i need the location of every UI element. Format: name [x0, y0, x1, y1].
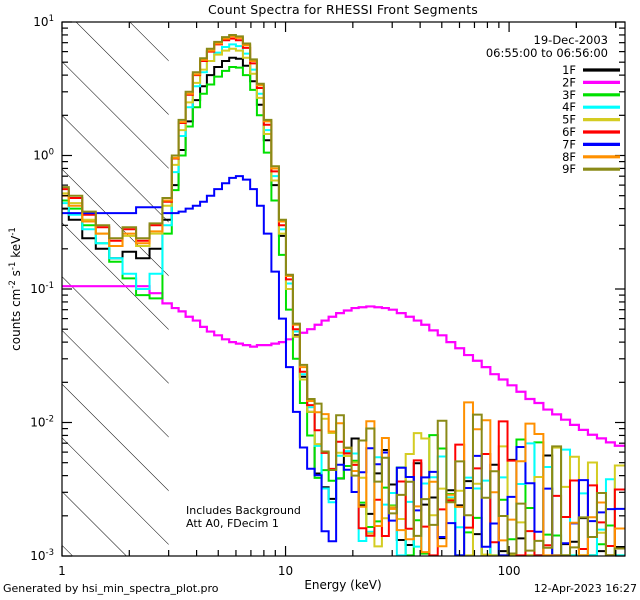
y-axis-label-base: counts cm	[9, 289, 23, 351]
y-axis-label-mid1: s	[9, 270, 23, 280]
y-tick-label: 10-1	[30, 281, 54, 296]
axis-ticks	[61, 21, 625, 557]
annotation-includes-background: Includes Background	[186, 504, 301, 517]
y-axis-label: counts cm-2 s-1 keV-1	[8, 227, 23, 351]
legend-label-2f: 2F	[562, 75, 576, 89]
y-tick-label: 101	[33, 14, 54, 29]
spectra-curves	[62, 33, 625, 556]
x-tick-label: 100	[498, 564, 521, 578]
x-tick-label: 1	[58, 564, 66, 578]
axis-tick-labels: 1 10 100 101 100 10-1 10-2 10-3	[30, 14, 520, 578]
legend-label-4f: 4F	[562, 100, 576, 114]
x-tick-label: 10	[278, 564, 293, 578]
legend-label-9f: 9F	[562, 162, 576, 176]
y-axis-label-exp2: -1	[8, 262, 18, 270]
y-axis-label-exp1: -2	[8, 280, 18, 288]
hatched-low-energy-region	[62, 22, 169, 556]
legend-label-1f: 1F	[562, 63, 576, 77]
legend-label-5f: 5F	[562, 113, 576, 127]
y-axis-label-mid2: keV	[9, 235, 23, 262]
footer-generated-by: Generated by hsi_min_spectra_plot.pro	[3, 582, 219, 595]
legend-label-7f: 7F	[562, 137, 576, 151]
legend-label-8f: 8F	[562, 150, 576, 164]
footer-timestamp: 12-Apr-2023 16:27	[534, 582, 637, 595]
legend-label-3f: 3F	[562, 88, 576, 102]
spectrum-curve-9f	[62, 33, 625, 556]
y-tick-label: 100	[33, 148, 54, 163]
x-axis-label: Energy (keV)	[304, 578, 381, 592]
spectrum-curve-2f	[62, 285, 625, 447]
legend-time-range: 06:55:00 to 06:56:00	[486, 46, 608, 60]
legend-date: 19-Dec-2003	[534, 33, 608, 47]
page-title: Count Spectra for RHESSI Front Segments	[208, 2, 478, 17]
annotation-attenuator-state: Att A0, FDecim 1	[186, 517, 279, 530]
y-tick-label: 10-2	[30, 415, 54, 430]
legend-label-6f: 6F	[562, 125, 576, 139]
y-tick-label: 10-3	[30, 548, 54, 563]
svg-text:counts cm-2 s-1 keV-1: counts cm-2 s-1 keV-1	[8, 227, 23, 351]
y-axis-label-exp3: -1	[8, 227, 18, 235]
